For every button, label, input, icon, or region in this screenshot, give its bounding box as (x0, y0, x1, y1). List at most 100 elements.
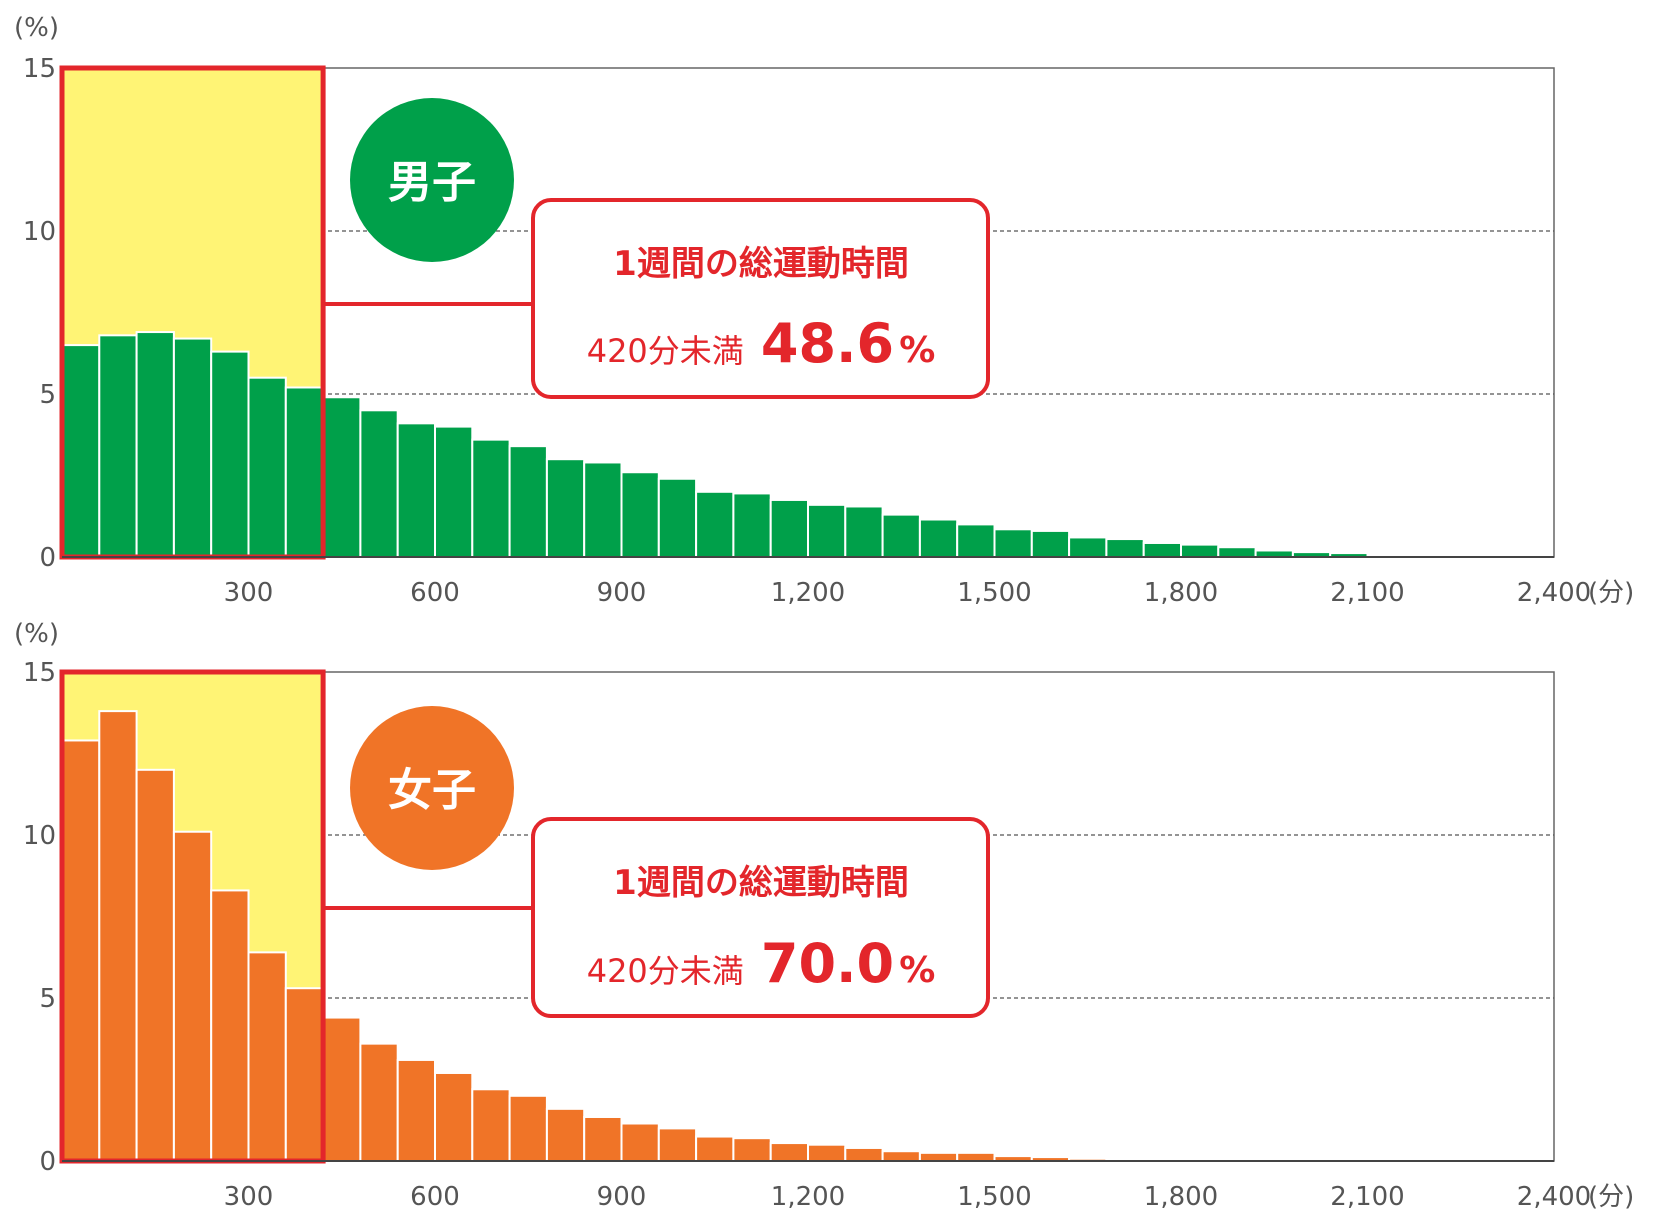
y-tick-label: 5 (39, 380, 56, 410)
x-unit-label: (分) (1588, 578, 1634, 608)
girls-chart: (%) 0 5 10 15 300 600 900 1,200 1,500 1,… (14, 619, 1634, 1212)
bar (172, 830, 213, 1162)
bar (657, 477, 698, 559)
y-tick-label: 15 (23, 658, 56, 688)
bar (434, 1071, 474, 1162)
bar (918, 1151, 959, 1162)
x-tick-labels: 300 600 900 1,200 1,500 1,800 2,100 2,40… (224, 578, 1592, 608)
bar (583, 461, 623, 558)
bar (471, 438, 511, 559)
callout-prefix: 420分未満 (587, 952, 744, 990)
bar (322, 1016, 362, 1162)
callout-frame (531, 817, 990, 1018)
badge-label: 女子 (388, 765, 476, 816)
y-tick-label: 10 (23, 217, 56, 247)
bar (98, 710, 138, 1162)
bar (769, 498, 810, 559)
y-tick-label: 15 (23, 54, 56, 84)
callout-title: 1週間の総運動時間 (613, 244, 909, 284)
x-tick-labels: 300 600 900 1,200 1,500 1,800 2,100 2,40… (224, 1182, 1592, 1212)
bar (508, 445, 548, 558)
y-tick-label: 10 (23, 821, 56, 851)
bar (769, 1142, 810, 1162)
x-tick-label: 1,800 (1144, 578, 1218, 608)
bar (732, 492, 772, 558)
bar (359, 409, 399, 558)
x-tick-label: 2,400 (1517, 578, 1591, 608)
bar (322, 396, 362, 559)
y-unit-label: (%) (14, 13, 59, 43)
callout-percent-unit: % (899, 330, 935, 371)
bar (61, 344, 101, 558)
x-tick-label: 600 (410, 1182, 460, 1212)
bar (1142, 541, 1182, 558)
bar (732, 1137, 772, 1163)
callout-percent-unit: % (899, 950, 935, 991)
x-tick-label: 300 (224, 1182, 274, 1212)
badge-circle (350, 706, 514, 870)
bar (210, 889, 250, 1162)
badge-boys: 男子 (350, 98, 514, 262)
bar (918, 518, 959, 559)
x-tick-label: 1,500 (957, 1182, 1031, 1212)
x-tick-label: 2,400 (1517, 1182, 1591, 1212)
bar (1217, 546, 1257, 558)
bar (993, 528, 1033, 558)
bar (247, 376, 287, 559)
bar (434, 425, 474, 558)
bar (657, 1127, 698, 1163)
badge-girls: 女子 (350, 706, 514, 870)
callout-frame (531, 198, 990, 399)
x-tick-label: 2,100 (1330, 578, 1404, 608)
x-tick-label: 1,500 (957, 578, 1031, 608)
bar (1030, 529, 1071, 558)
x-tick-label: 900 (597, 578, 647, 608)
bar (1068, 536, 1108, 559)
y-tick-labels: 0 5 10 15 (23, 54, 56, 573)
bar (1105, 538, 1145, 559)
bar (135, 331, 175, 558)
callout-percent-value: 70.0 (761, 932, 894, 995)
bar (695, 490, 735, 558)
x-tick-label: 300 (224, 578, 274, 608)
bar (247, 951, 287, 1162)
y-tick-label: 0 (39, 1147, 56, 1177)
y-tick-label: 5 (39, 984, 56, 1014)
callout-title: 1週間の総運動時間 (613, 863, 909, 903)
x-tick-label: 1,200 (771, 578, 845, 608)
bar (135, 768, 175, 1162)
callout-percent-value: 48.6 (761, 312, 894, 375)
bar (807, 503, 847, 558)
bar (844, 505, 884, 558)
bar (956, 523, 996, 559)
y-tick-label: 0 (39, 543, 56, 573)
bar (583, 1115, 623, 1162)
bar (284, 987, 325, 1162)
boys-chart: (%) 0 5 10 15 300 600 900 1,200 1,500 1,… (14, 13, 1634, 608)
callout-prefix: 420分未満 (587, 332, 744, 370)
bar (210, 350, 250, 558)
callout-box: 1週間の総運動時間 420分未満 70.0 % (531, 817, 990, 1018)
bar (881, 1150, 921, 1162)
bar (956, 1151, 996, 1162)
x-tick-label: 1,200 (771, 1182, 845, 1212)
badge-circle (350, 98, 514, 262)
bar (98, 334, 138, 558)
callout-box: 1週間の総運動時間 420分未満 48.6 % (531, 198, 990, 399)
bar (359, 1042, 399, 1163)
bar (620, 1122, 660, 1163)
bar (1180, 543, 1220, 558)
bar (508, 1094, 548, 1163)
badge-label: 男子 (388, 157, 476, 208)
callout-value-line: 420分未満 48.6 % (587, 312, 936, 375)
bar (61, 739, 101, 1163)
bar (695, 1135, 735, 1163)
bar (396, 422, 437, 558)
x-tick-label: 1,800 (1144, 1182, 1218, 1212)
bar (620, 471, 660, 558)
bar (471, 1088, 511, 1163)
y-unit-label: (%) (14, 619, 59, 649)
y-tick-labels: 0 5 10 15 (23, 658, 56, 1177)
bar (172, 337, 213, 558)
